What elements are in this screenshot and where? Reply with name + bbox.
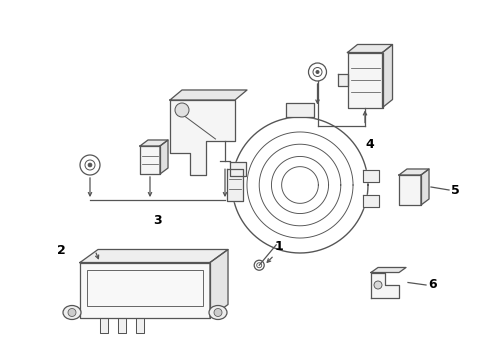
Polygon shape bbox=[383, 45, 392, 108]
Circle shape bbox=[374, 281, 382, 289]
Polygon shape bbox=[399, 169, 429, 175]
Polygon shape bbox=[136, 318, 144, 333]
Polygon shape bbox=[338, 74, 347, 86]
Polygon shape bbox=[371, 267, 406, 273]
Bar bbox=[87, 270, 203, 306]
Text: 5: 5 bbox=[451, 184, 460, 197]
Circle shape bbox=[68, 309, 76, 316]
Ellipse shape bbox=[63, 306, 81, 320]
Text: 1: 1 bbox=[274, 240, 283, 253]
Polygon shape bbox=[371, 273, 399, 297]
Polygon shape bbox=[140, 140, 168, 146]
Polygon shape bbox=[80, 262, 210, 318]
Circle shape bbox=[316, 70, 319, 74]
Polygon shape bbox=[100, 318, 108, 333]
Polygon shape bbox=[170, 90, 247, 100]
Polygon shape bbox=[210, 249, 228, 318]
Polygon shape bbox=[363, 170, 379, 182]
Text: 6: 6 bbox=[428, 279, 437, 292]
Polygon shape bbox=[80, 249, 228, 262]
Polygon shape bbox=[286, 103, 314, 117]
Circle shape bbox=[88, 163, 92, 167]
Polygon shape bbox=[170, 100, 235, 175]
Circle shape bbox=[175, 103, 189, 117]
Text: 2: 2 bbox=[57, 244, 66, 257]
Polygon shape bbox=[227, 169, 243, 201]
Polygon shape bbox=[160, 140, 168, 174]
Polygon shape bbox=[399, 175, 421, 205]
Polygon shape bbox=[363, 195, 379, 207]
Circle shape bbox=[214, 309, 222, 316]
Ellipse shape bbox=[209, 306, 227, 320]
Polygon shape bbox=[347, 45, 392, 53]
Polygon shape bbox=[230, 162, 246, 176]
Text: 4: 4 bbox=[366, 138, 374, 150]
Polygon shape bbox=[140, 146, 160, 174]
Polygon shape bbox=[118, 318, 126, 333]
Text: 3: 3 bbox=[153, 214, 162, 227]
Polygon shape bbox=[347, 53, 383, 108]
Polygon shape bbox=[421, 169, 429, 205]
